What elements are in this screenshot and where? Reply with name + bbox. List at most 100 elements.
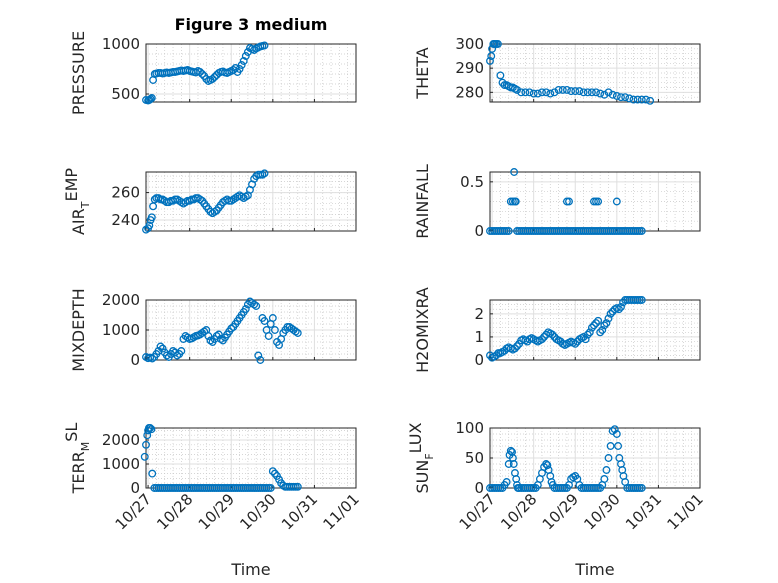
data-point: [268, 314, 277, 322]
data-point: [604, 314, 613, 323]
data-point: [250, 300, 259, 309]
data-point: [158, 344, 167, 353]
data-point: [239, 57, 248, 65]
data-point: [293, 329, 302, 337]
data-point: [504, 460, 513, 468]
data-point: [543, 461, 552, 470]
data-point: [604, 88, 613, 97]
data-point: [492, 351, 501, 360]
figure-title: Figure 3 medium: [175, 15, 328, 34]
data-point: [567, 87, 576, 96]
data-point: [600, 475, 609, 483]
data-point: [509, 460, 518, 468]
data-point: [510, 168, 519, 176]
data-point: [585, 328, 594, 337]
x-tick-label: 10/29: [195, 490, 238, 533]
ylabel-pressure: PRESSURE: [69, 31, 88, 115]
axes-frame: [489, 299, 701, 361]
data-point: [614, 442, 623, 450]
y-tick-label: 240: [111, 211, 140, 229]
data-point: [493, 40, 502, 48]
y-tick-label: 1000: [102, 35, 140, 53]
data-point: [538, 335, 546, 344]
panel-mixdepth: 0 1000 2000 MIXDEPTH: [69, 288, 357, 372]
data-point: [513, 342, 521, 351]
data-point: [554, 85, 563, 94]
data-point: [204, 332, 213, 340]
data-point: [546, 89, 555, 98]
xlabel-right: Time: [574, 560, 614, 579]
data-point: [571, 87, 580, 96]
x-tick-label: 11/01: [320, 490, 363, 533]
data-point: [227, 324, 236, 333]
y-tick-label: 500: [111, 85, 140, 103]
data-point: [264, 332, 273, 340]
x-tick-label: 11/01: [664, 490, 707, 533]
data-point: [602, 319, 611, 328]
panel-terr_msl: 10/2710/2810/2910/3010/3111/01010002000T…: [62, 423, 363, 534]
data-point: [633, 95, 642, 104]
data-point: [254, 351, 263, 360]
data-point: [169, 347, 177, 355]
data-point: [496, 71, 505, 80]
data-point: [592, 319, 600, 328]
y-tick-label: 300: [455, 35, 484, 53]
data-point: [291, 327, 300, 336]
y-tick-label: 280: [455, 83, 484, 101]
data-point: [252, 302, 261, 310]
data-point: [579, 88, 588, 97]
data-point: [150, 195, 159, 204]
data-point: [637, 95, 646, 104]
data-point: [571, 339, 580, 348]
data-point: [148, 354, 157, 363]
y-tick-label: 0.5: [460, 173, 484, 191]
data-point: [206, 336, 215, 345]
x-tick-label: 10/29: [539, 490, 582, 533]
data-point: [142, 440, 150, 449]
data-point: [575, 87, 584, 96]
data-point: [612, 197, 621, 206]
data-point: [511, 197, 520, 206]
panel-sun_flux: 10/2710/2810/2910/3010/3111/01050100SUNF…: [406, 419, 707, 533]
data-point: [612, 430, 621, 438]
panel-rainfall: 0 0.5 RAINFALL: [413, 164, 701, 240]
data-point: [558, 85, 567, 94]
x-tick-label: 10/31: [622, 490, 665, 533]
data-point: [498, 78, 507, 87]
data-point: [590, 321, 598, 330]
data-point: [237, 61, 246, 69]
ylabel-air_temp: AIRTEMP: [62, 168, 92, 235]
data-point: [579, 332, 588, 341]
data-point: [241, 305, 250, 313]
axes-terr_msl: [145, 427, 357, 489]
data-point: [502, 478, 511, 486]
y-tick-label: 1000: [102, 455, 140, 473]
data-point: [617, 302, 625, 311]
data-point: [637, 484, 646, 492]
data-point: [486, 56, 494, 65]
panel-theta: 280 290 300 THETA: [413, 35, 701, 105]
ylabel-theta: THETA: [413, 47, 432, 99]
data-point: [231, 64, 240, 72]
x-tick-label: 10/30: [236, 490, 279, 533]
data-point: [504, 227, 513, 235]
data-point: [266, 484, 275, 492]
data-point: [614, 305, 623, 314]
data-point: [260, 169, 269, 178]
data-point: [617, 93, 625, 102]
y-tick-label: 0: [474, 351, 484, 369]
axes-frame: [145, 43, 357, 103]
data-point: [646, 96, 655, 105]
xlabel-left: Time: [230, 560, 270, 579]
data-point: [600, 90, 609, 99]
data-point: [606, 309, 615, 318]
data-point: [583, 88, 592, 97]
data-point: [587, 323, 596, 332]
data-point: [196, 68, 205, 76]
data-point: [140, 452, 149, 461]
data-point: [216, 335, 225, 343]
data-point: [256, 356, 265, 364]
data-point: [610, 425, 619, 434]
data-point: [148, 469, 157, 478]
